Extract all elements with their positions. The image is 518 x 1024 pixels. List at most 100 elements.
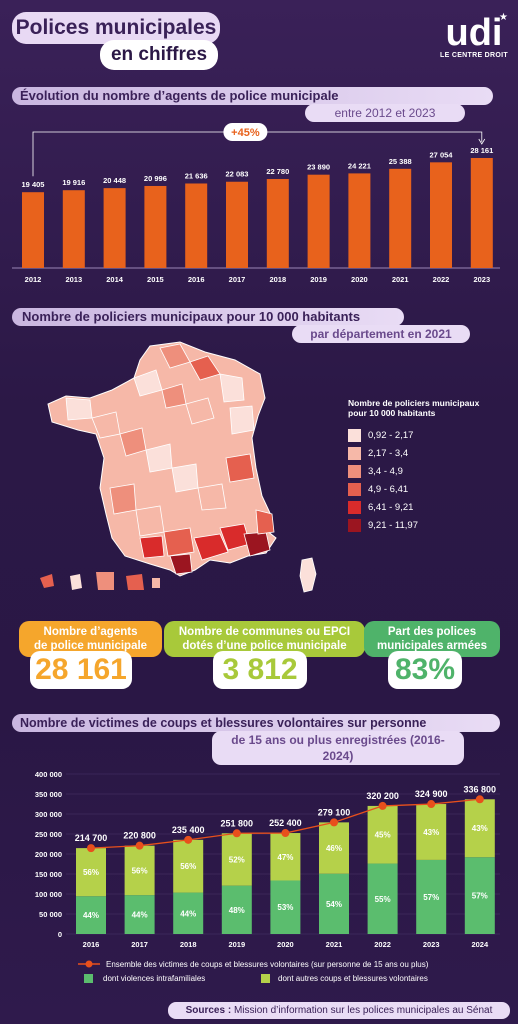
pct-label-other: 56% bbox=[132, 866, 148, 875]
bar-other-2023 bbox=[416, 804, 447, 860]
section1-subtitle: entre 2012 et 2023 bbox=[305, 104, 465, 122]
bar-value-label: 23 890 bbox=[307, 163, 330, 172]
kpi-armed-label-1: Part des polices bbox=[387, 626, 477, 638]
legend-row-total: Ensemble des victimes de coups et blessu… bbox=[78, 959, 508, 969]
map-legend-label: 6,41 - 9,21 bbox=[368, 501, 414, 513]
pct-label-other: 47% bbox=[277, 853, 293, 862]
map-legend-title-1: Nombre de policiers municipaux bbox=[348, 398, 480, 408]
bar-2022 bbox=[430, 162, 452, 268]
pct-label-other: 43% bbox=[423, 828, 439, 837]
map-legend-label: 4,9 - 6,41 bbox=[368, 483, 409, 495]
bar-2021 bbox=[389, 168, 412, 268]
growth-badge bbox=[223, 123, 268, 141]
x-tick-label: 2021 bbox=[326, 940, 343, 949]
bar-intrafamily-2017 bbox=[124, 895, 155, 934]
bar-2013 bbox=[62, 190, 85, 268]
bar-value-label: 27 054 bbox=[430, 150, 454, 159]
x-tick-label: 2023 bbox=[423, 940, 440, 949]
department-patches bbox=[65, 343, 275, 575]
bar-2016 bbox=[185, 183, 208, 268]
total-point bbox=[378, 801, 387, 810]
bar-2014 bbox=[103, 188, 126, 268]
total-point bbox=[87, 844, 95, 853]
kpi-communes-label-1: Nombre de communes ou EPCI bbox=[178, 626, 351, 638]
map-legend-item: 0,92 - 2,17 bbox=[348, 426, 513, 444]
bar-2012 bbox=[22, 192, 44, 268]
corsica bbox=[299, 557, 317, 593]
kpi-armed-value: 83% bbox=[388, 651, 462, 689]
pct-label-other: 52% bbox=[229, 855, 245, 864]
france-density-map bbox=[40, 341, 317, 593]
total-point bbox=[330, 818, 338, 827]
overseas-mayotte bbox=[152, 578, 160, 588]
total-point bbox=[475, 795, 484, 804]
y-tick-label: 150 000 bbox=[35, 870, 62, 879]
total-value-label: 336 800 bbox=[464, 784, 497, 794]
overseas-reunion bbox=[126, 574, 144, 590]
y-tick-label: 350 000 bbox=[35, 790, 62, 799]
bar-other-2020 bbox=[270, 833, 301, 881]
total-point bbox=[184, 835, 193, 844]
logo-star-icon: ★ bbox=[499, 12, 508, 23]
y-tick-label: 100 000 bbox=[35, 890, 62, 899]
map-legend-swatch bbox=[348, 446, 361, 460]
map-legend: Nombre de policiers municipaux pour 10 0… bbox=[348, 398, 513, 534]
map-legend-item: 9,21 - 11,97 bbox=[348, 516, 513, 534]
bar-other-2019 bbox=[221, 833, 252, 886]
bar-other-2017 bbox=[124, 845, 155, 896]
growth-label: +45% bbox=[231, 127, 260, 139]
x-tick-label: 2012 bbox=[25, 275, 42, 284]
x-tick-label: 2018 bbox=[180, 940, 197, 949]
bar-intrafamily-2021 bbox=[319, 873, 349, 934]
bar-value-label: 25 388 bbox=[389, 157, 412, 166]
bar-value-label: 20 996 bbox=[144, 174, 167, 183]
victims-legend: Ensemble des victimes de coups et blessu… bbox=[78, 959, 508, 983]
victims-stacked-chart: 0 50 000 100 000 150 000 200 000 250 000 300 0… bbox=[35, 770, 500, 949]
bar-other-2021 bbox=[319, 822, 349, 874]
x-tick-label: 2019 bbox=[228, 940, 245, 949]
total-value-label: 214 700 bbox=[75, 833, 108, 843]
sources-text: Mission d’information sur les polices mu… bbox=[233, 1005, 493, 1016]
bar-other-2018 bbox=[173, 839, 204, 893]
x-tick-label: 2020 bbox=[351, 275, 368, 284]
total-point bbox=[281, 829, 290, 838]
overseas-guadeloupe bbox=[40, 574, 54, 588]
bar-intrafamily-2024 bbox=[464, 857, 495, 934]
kpi-armed-label: Part des polices municipales armées bbox=[364, 621, 500, 657]
total-value-label: 220 800 bbox=[123, 831, 156, 841]
y-tick-label: 200 000 bbox=[35, 850, 62, 859]
x-tick-label: 2021 bbox=[392, 275, 409, 284]
kpi-agents-label: Nombre d’agents de police municipale bbox=[19, 621, 162, 657]
y-tick-label: 300 000 bbox=[35, 810, 62, 819]
x-tick-label: 2016 bbox=[83, 940, 100, 949]
kpi-communes-label-2: dotés d’une police municipale bbox=[182, 640, 347, 652]
pct-label-other: 46% bbox=[326, 844, 342, 853]
x-tick-label: 2020 bbox=[277, 940, 294, 949]
legend-line-marker bbox=[78, 960, 100, 968]
x-tick-label: 2024 bbox=[471, 940, 489, 949]
pct-label-intrafamily: 55% bbox=[375, 895, 391, 904]
bar-value-label: 22 083 bbox=[226, 170, 249, 179]
total-point bbox=[427, 800, 436, 809]
map-legend-title-2: pour 10 000 habitants bbox=[348, 408, 436, 418]
x-tick-label: 2014 bbox=[106, 275, 124, 284]
map-legend-item: 4,9 - 6,41 bbox=[348, 480, 513, 498]
bar-intrafamily-2023 bbox=[416, 859, 447, 934]
section1-title: Évolution du nombre d’agents de police m… bbox=[12, 87, 493, 105]
total-value-label: 320 200 bbox=[366, 791, 399, 801]
bar-intrafamily-2018 bbox=[173, 892, 204, 934]
bar-value-label: 21 636 bbox=[185, 171, 208, 180]
bar-value-label: 24 221 bbox=[348, 161, 371, 170]
map-legend-item: 6,41 - 9,21 bbox=[348, 498, 513, 516]
pct-label-other: 56% bbox=[180, 862, 196, 871]
legend-lime-swatch bbox=[261, 974, 270, 983]
kpi-armed-label-2: municipales armées bbox=[377, 640, 487, 652]
map-legend-label: 0,92 - 2,17 bbox=[368, 429, 414, 441]
logo-text: udi bbox=[445, 12, 503, 54]
sources-label: Sources : bbox=[185, 1005, 232, 1016]
bar-other-2016 bbox=[76, 848, 106, 897]
x-tick-label: 2018 bbox=[269, 275, 286, 284]
map-legend-label: 9,21 - 11,97 bbox=[368, 519, 419, 531]
bar-2019 bbox=[307, 174, 330, 268]
bar-value-label: 19 405 bbox=[22, 180, 45, 189]
